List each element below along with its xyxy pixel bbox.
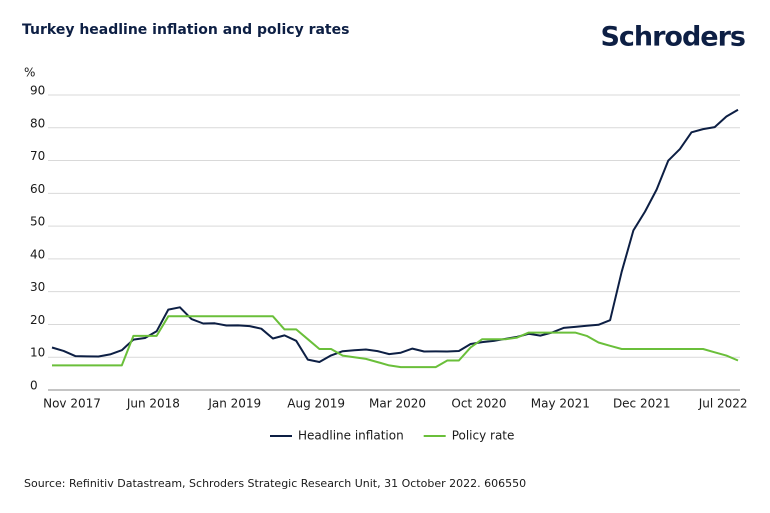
y-tick-label: 50 (30, 215, 45, 229)
x-tick-label: Jun 2018 (126, 397, 180, 411)
x-tick-label: May 2021 (531, 397, 590, 411)
y-tick-label: 10 (30, 346, 45, 360)
source-note: Source: Refinitiv Datastream, Schroders … (24, 477, 526, 490)
data-line (51, 108, 739, 363)
x-tick-label: Jan 2019 (207, 397, 261, 411)
x-tick-label: Mar 2020 (369, 397, 426, 411)
x-tick-label: Oct 2020 (451, 397, 506, 411)
y-tick-label: 60 (30, 182, 45, 196)
legend-label: Policy rate (452, 429, 515, 443)
y-tick-label: 70 (30, 149, 45, 163)
x-tick-label: Aug 2019 (287, 397, 345, 411)
x-tick-label: Nov 2017 (43, 397, 101, 411)
y-tick-label: 30 (30, 280, 45, 294)
data-line (52, 315, 739, 369)
y-tick-label: 20 (30, 313, 45, 327)
chart-title: Turkey headline inflation and policy rat… (22, 22, 349, 38)
y-tick-label: 90 (30, 84, 45, 98)
legend-label: Headline inflation (298, 429, 404, 443)
x-tick-label: Dec 2021 (613, 397, 671, 411)
y-axis-label: % (24, 66, 35, 80)
y-tick-label: 0 (30, 379, 38, 393)
brand-logo: Schroders (600, 22, 745, 53)
y-tick-label: 40 (30, 247, 45, 261)
y-tick-label: 80 (30, 116, 45, 130)
x-tick-label: Jul 2022 (698, 397, 748, 411)
